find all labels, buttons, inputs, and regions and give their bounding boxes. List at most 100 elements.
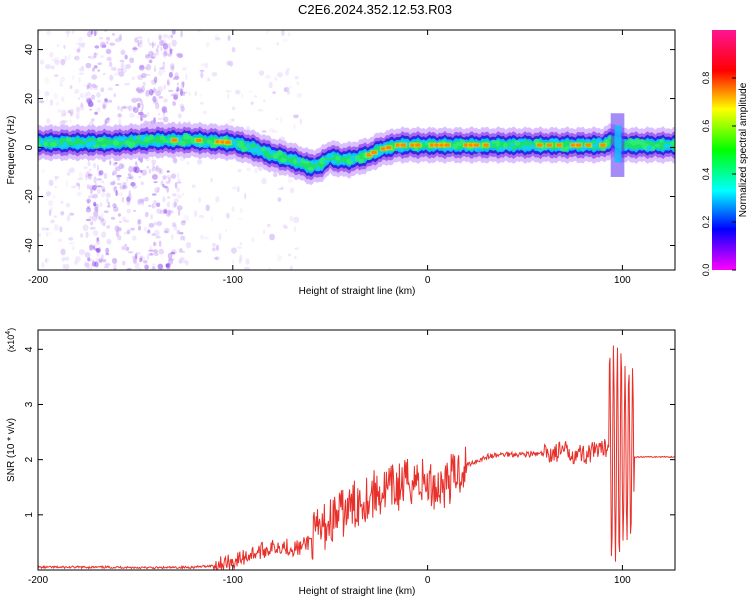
spectrogram-ridge-mark bbox=[651, 146, 656, 152]
spectrogram-noise-mark bbox=[138, 42, 143, 48]
spectrogram-noise-mark bbox=[153, 65, 157, 73]
spectrogram-noise-mark bbox=[211, 71, 218, 77]
spectrogram-noise-mark bbox=[73, 260, 79, 265]
spectrogram-noise-mark bbox=[49, 51, 54, 58]
spectrogram-noise-mark bbox=[59, 84, 64, 87]
snr-y-tick-label: 3 bbox=[24, 401, 35, 407]
spectrogram-ridge-mark bbox=[108, 144, 116, 149]
spectrogram-noise-mark bbox=[215, 196, 220, 203]
spectrogram-noise-mark bbox=[130, 227, 136, 231]
spectrogram-noise-mark bbox=[96, 92, 101, 98]
spectrogram-noise-mark bbox=[82, 224, 89, 232]
spectrogram-noise-mark bbox=[133, 260, 137, 263]
colorbar-ticks: 0.0 0.2 0.4 0.6 0.8 bbox=[701, 72, 736, 276]
spectrogram-noise-mark bbox=[75, 42, 81, 45]
spectrogram-noise-mark bbox=[153, 181, 158, 184]
spectrogram-noise-mark bbox=[116, 174, 122, 178]
spectrogram-ridge-mark bbox=[316, 165, 321, 172]
spectrogram-noise-mark bbox=[151, 42, 157, 47]
spectrogram-noise-mark bbox=[84, 252, 91, 258]
spectrogram-noise-mark bbox=[132, 107, 139, 114]
spectrogram-noise-mark bbox=[178, 248, 183, 253]
spectrogram-noise-mark bbox=[155, 90, 162, 97]
spectrogram-noise-mark bbox=[80, 102, 83, 106]
spectrogram-noise-mark bbox=[46, 227, 49, 231]
spectrogram-noise-mark bbox=[61, 109, 67, 115]
spectrogram-peak-halo bbox=[394, 142, 403, 148]
spectrogram-peak-halo bbox=[170, 137, 179, 143]
spectrogram-noise-mark bbox=[125, 246, 130, 251]
colorbar-tick-label: 0.6 bbox=[701, 120, 711, 133]
spectrogram-noise-mark bbox=[173, 224, 178, 231]
spectrogram-noise-mark bbox=[197, 159, 203, 165]
spectrogram-noise-mark bbox=[141, 85, 145, 93]
spectrogram-noise-mark bbox=[116, 175, 121, 181]
spectrogram-noise-mark bbox=[83, 250, 87, 254]
spectrogram-noise-mark bbox=[180, 85, 183, 88]
spectrogram-noise-mark bbox=[79, 171, 83, 179]
spectrogram-noise-mark bbox=[153, 221, 157, 226]
spectrogram-noise-mark bbox=[45, 191, 52, 197]
spectrogram-noise-mark bbox=[96, 164, 99, 172]
spectrogram-noise-mark bbox=[90, 188, 93, 195]
spectrogram-noise-mark bbox=[115, 230, 120, 237]
spectrogram-noise-mark bbox=[162, 208, 168, 214]
spectrogram-noise-mark bbox=[109, 181, 115, 186]
spectrogram-noise-mark bbox=[261, 130, 267, 133]
spectrogram-noise-mark bbox=[151, 202, 157, 209]
spectrogram-noise-mark bbox=[96, 248, 101, 254]
spectrogram-noise-mark bbox=[151, 166, 158, 172]
spectrogram-noise-mark bbox=[69, 242, 75, 245]
spectrogram-noise-mark bbox=[61, 96, 65, 102]
spectrogram-noise-mark bbox=[111, 257, 118, 264]
spectrogram-noise-mark bbox=[122, 106, 127, 110]
spectrogram-noise-mark bbox=[182, 192, 185, 196]
spectrogram-noise-mark bbox=[62, 119, 69, 122]
spectrogram-noise-mark bbox=[262, 229, 266, 235]
spectrogram-noise-mark bbox=[132, 255, 138, 260]
spectrogram-ridge-mark bbox=[268, 150, 276, 155]
spectrogram-noise-mark bbox=[78, 72, 85, 76]
spectrogram-ridge-mark bbox=[638, 138, 646, 146]
spectrogram-noise-mark bbox=[159, 39, 165, 47]
spectrogram-noise-mark bbox=[111, 172, 115, 176]
spectrogram-noise-mark bbox=[44, 257, 50, 264]
spectrogram-noise-mark bbox=[62, 263, 65, 269]
spectrogram-ridge-mark bbox=[245, 144, 252, 149]
spectrogram-noise-mark bbox=[177, 113, 182, 119]
spectrogram-noise-mark bbox=[138, 225, 142, 231]
spectrogram-noise-mark bbox=[176, 86, 180, 92]
spectrogram-noise-mark bbox=[38, 233, 42, 238]
spectrogram-noise-mark bbox=[245, 258, 250, 265]
spectrogram-noise-mark bbox=[64, 55, 68, 62]
spectrogram-noise-mark bbox=[142, 81, 147, 87]
spectrogram-noise-mark bbox=[104, 118, 108, 125]
spectrogram-noise-mark bbox=[293, 226, 297, 233]
spectrogram-noise-mark bbox=[112, 170, 118, 176]
spectrogram-noise-mark bbox=[66, 31, 69, 38]
spectrogram-noise-mark bbox=[138, 64, 145, 71]
spectrogram-noise-mark bbox=[168, 71, 173, 78]
spectrogram-noise-mark bbox=[143, 226, 147, 232]
spectrogram-noise-mark bbox=[262, 99, 266, 102]
snr-y-label: SNR (10 * v/v) bbox=[6, 418, 17, 482]
spectrogram-noise-mark bbox=[146, 112, 150, 117]
spectrogram-noise-mark bbox=[100, 253, 104, 261]
spectrogram-ridge-mark bbox=[121, 134, 127, 142]
spectrogram-peak-halo bbox=[598, 142, 607, 148]
spectrogram-noise-mark bbox=[168, 258, 174, 265]
spectrogram-noise-mark bbox=[162, 183, 165, 188]
spectrogram-noise-mark bbox=[78, 42, 82, 47]
spectrogram-noise-mark bbox=[69, 85, 73, 90]
spectrogram-noise-mark bbox=[142, 114, 147, 118]
spectrogram-noise-mark bbox=[114, 72, 120, 76]
spectrogram-noise-mark bbox=[211, 242, 217, 247]
spectrogram-noise-mark bbox=[179, 260, 183, 264]
spectrogram-noise-mark bbox=[93, 65, 98, 69]
spectrogram-noise-mark bbox=[101, 180, 105, 184]
spectrogram-noise-mark bbox=[232, 186, 237, 190]
spectrogram-noise-mark bbox=[170, 93, 175, 97]
spectrogram-noise-mark bbox=[88, 168, 92, 171]
colorbar-tick-label: 0.2 bbox=[701, 216, 711, 229]
spectrogram-noise-mark bbox=[205, 204, 210, 212]
